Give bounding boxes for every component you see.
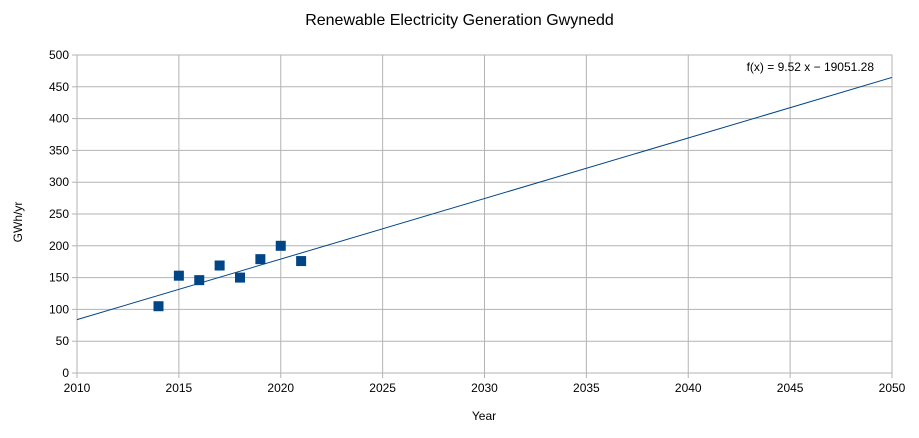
data-point [173,270,184,281]
y-tick-label: 250 [49,207,69,221]
data-point [296,256,307,267]
y-tick-label: 400 [49,112,69,126]
gridlines [76,54,893,374]
y-axis-ticks: 0 50 100 150 200 250 300 350 400 450 500 [49,48,77,380]
data-point [275,240,286,251]
y-tick-label: 200 [49,239,69,253]
y-tick-label: 450 [49,80,69,94]
trendline-equation: f(x) = 9.52 x − 19051.28 [746,60,874,74]
x-tick-label: 2040 [675,381,702,395]
x-tick-label: 2050 [879,381,906,395]
x-tick-label: 2030 [471,381,498,395]
x-tick-label: 2010 [64,381,91,395]
y-tick-label: 0 [62,366,69,380]
chart-title: Renewable Electricity Generation Gwynedd [305,12,614,29]
y-axis-label: GWh/yr [11,201,25,243]
y-tick-label: 50 [56,334,70,348]
x-tick-label: 2045 [777,381,804,395]
x-axis-label: Year [471,409,497,423]
trendline [76,76,893,321]
y-tick-label: 300 [49,175,69,189]
y-tick-label: 150 [49,271,69,285]
x-axis-ticks: 2010 2015 2020 2025 2030 2035 2040 2045 2050 [64,373,906,395]
x-tick-label: 2015 [166,381,193,395]
data-point [194,275,205,286]
data-point [255,254,266,265]
data-point [214,260,225,271]
data-points [153,240,307,312]
x-tick-label: 2035 [573,381,600,395]
x-tick-label: 2020 [267,381,294,395]
data-point [235,272,245,283]
y-tick-label: 350 [49,143,69,157]
y-tick-label: 500 [49,48,69,62]
data-point [153,301,164,312]
x-tick-label: 2025 [369,381,396,395]
y-tick-label: 100 [49,302,69,316]
